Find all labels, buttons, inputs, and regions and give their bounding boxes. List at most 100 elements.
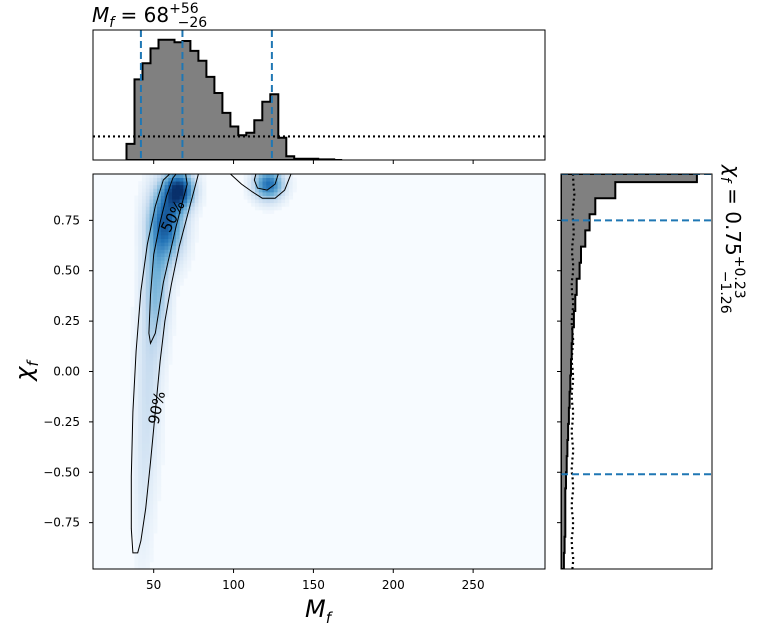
heatmap-cell bbox=[134, 396, 139, 401]
heatmap-cell bbox=[138, 389, 143, 394]
heatmap-cell bbox=[277, 184, 282, 189]
heatmap-cell bbox=[153, 375, 158, 380]
heatmap-cell bbox=[138, 464, 143, 469]
heatmap-cell bbox=[153, 378, 158, 383]
heatmap-cell bbox=[164, 393, 169, 398]
heatmap-cell bbox=[141, 321, 147, 326]
heatmap-cell bbox=[164, 220, 169, 225]
heatmap-cell bbox=[149, 174, 154, 178]
heatmap-cell bbox=[141, 403, 147, 408]
heatmap-cell bbox=[251, 195, 256, 200]
heatmap-cell bbox=[149, 490, 154, 494]
heatmap-cell bbox=[149, 260, 154, 265]
heatmap-cell bbox=[138, 529, 143, 534]
heatmap-cell bbox=[138, 263, 143, 268]
heatmap-cell bbox=[130, 393, 135, 398]
heatmap-cell bbox=[179, 174, 184, 178]
heatmap-cell bbox=[202, 181, 207, 186]
heatmap-cell bbox=[134, 382, 139, 387]
heatmap-cell bbox=[134, 389, 139, 394]
heatmap-cell bbox=[183, 202, 188, 207]
heatmap-cell bbox=[141, 464, 147, 469]
heatmap-cell bbox=[141, 285, 147, 290]
heatmap-cell bbox=[190, 206, 196, 211]
heatmap-cell bbox=[202, 191, 207, 196]
heatmap-cell bbox=[134, 464, 139, 469]
heatmap-cell bbox=[145, 393, 150, 398]
heatmap-cell bbox=[179, 253, 184, 257]
heatmap-cell bbox=[153, 457, 158, 462]
heatmap-cell bbox=[149, 515, 154, 520]
heatmap-cell bbox=[160, 393, 165, 398]
heatmap-cell bbox=[141, 260, 147, 265]
heatmap-cell bbox=[187, 202, 192, 207]
heatmap-cell bbox=[138, 497, 143, 502]
heatmap-cell bbox=[160, 253, 165, 257]
heatmap-cell bbox=[145, 436, 150, 441]
heatmap-cell bbox=[138, 439, 143, 444]
heatmap-cell bbox=[175, 238, 181, 243]
heatmap-cell bbox=[149, 443, 154, 448]
heatmap-cell bbox=[138, 436, 143, 441]
heatmap-cell bbox=[134, 443, 139, 448]
heatmap-cell bbox=[285, 195, 290, 200]
heatmap-cell bbox=[138, 303, 143, 308]
heatmap-cell bbox=[145, 389, 150, 394]
heatmap-cell bbox=[179, 267, 184, 272]
heatmap-cell bbox=[141, 217, 147, 222]
heatmap-cell bbox=[198, 195, 203, 200]
heatmap-cell bbox=[138, 565, 143, 569]
heatmap-cell bbox=[153, 446, 158, 451]
heatmap-cell bbox=[149, 213, 154, 218]
heatmap-cell bbox=[187, 242, 192, 247]
heatmap-cell bbox=[141, 238, 147, 243]
heatmap-cell bbox=[149, 385, 154, 390]
heatmap-cell bbox=[141, 461, 147, 466]
heatmap-cell bbox=[160, 217, 165, 222]
heatmap-cell bbox=[153, 349, 158, 354]
heatmap-cell bbox=[168, 195, 173, 200]
heatmap-cell bbox=[149, 177, 154, 182]
heatmap-cell bbox=[277, 195, 282, 200]
heatmap-cell bbox=[262, 195, 267, 200]
heatmap-cell bbox=[145, 321, 150, 326]
heatmap-cell bbox=[130, 357, 135, 362]
heatmap-cell bbox=[194, 181, 199, 186]
heatmap-cell bbox=[172, 224, 177, 229]
heatmap-cell bbox=[134, 292, 139, 297]
heatmap-cell bbox=[172, 306, 177, 311]
heatmap-cell bbox=[175, 274, 181, 279]
heatmap-cell bbox=[134, 310, 139, 315]
heatmap-cell bbox=[145, 475, 150, 480]
heatmap-cell bbox=[266, 177, 271, 182]
heatmap-cell bbox=[164, 285, 169, 290]
heatmap-cell bbox=[149, 482, 154, 487]
heatmap-cell bbox=[288, 184, 294, 189]
heatmap-cell bbox=[262, 199, 267, 204]
heatmap-cell bbox=[190, 188, 196, 193]
heatmap-cell bbox=[190, 177, 196, 182]
heatmap-cell bbox=[168, 231, 173, 236]
heatmap-cell bbox=[153, 357, 158, 362]
heatmap-cell bbox=[277, 177, 282, 182]
heatmap-cell bbox=[141, 400, 147, 405]
top-marginal-panel: Mf = 68+56 −26 bbox=[92, 1, 546, 164]
heatmap-cell bbox=[160, 249, 165, 254]
heatmap-cell bbox=[153, 400, 158, 405]
heatmap-cell bbox=[138, 511, 143, 516]
heatmap-cell bbox=[194, 220, 199, 225]
heatmap-cell bbox=[134, 245, 139, 250]
heatmap-cell bbox=[149, 353, 154, 358]
heatmap-cell bbox=[138, 378, 143, 383]
heatmap-cell bbox=[149, 324, 154, 329]
heatmap-cell bbox=[164, 202, 169, 207]
heatmap-cell bbox=[172, 209, 177, 214]
heatmap-cell bbox=[160, 439, 165, 444]
heatmap-cell bbox=[270, 195, 275, 200]
heatmap-cell bbox=[145, 425, 150, 430]
heatmap-cell bbox=[141, 454, 147, 459]
heatmap-cell bbox=[157, 389, 162, 394]
heatmap-cell bbox=[157, 411, 162, 415]
y-tick-label: 0.00 bbox=[53, 365, 80, 379]
heatmap-cell bbox=[134, 432, 139, 437]
